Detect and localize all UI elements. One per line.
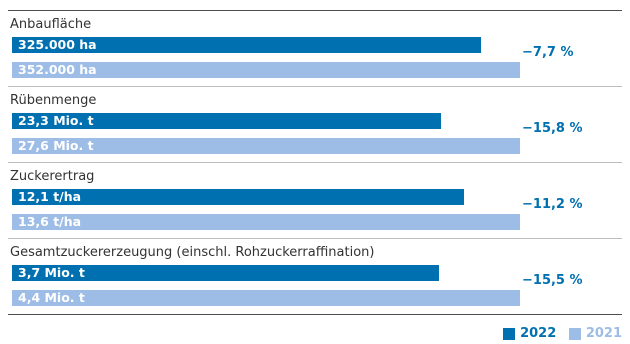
- bar-2022: 325.000 ha: [12, 37, 481, 53]
- category-label: Anbaufläche: [10, 17, 92, 32]
- change-percent-label: −7,7 %: [522, 45, 574, 60]
- bar-2021: 4,4 Mio. t: [12, 290, 520, 306]
- bar-value-label: 325.000 ha: [18, 37, 97, 52]
- chart-panel: Gesamtzuckererzeugung (einschl. Rohzucke…: [8, 239, 622, 315]
- bar-2021: 27,6 Mio. t: [12, 138, 520, 154]
- legend-swatch-2021: [568, 327, 581, 340]
- chart-legend: 2022 2021: [495, 326, 622, 344]
- legend-label-2022: 2022: [520, 326, 557, 341]
- divider-rule: [8, 162, 622, 163]
- bar-value-label: 352.000 ha: [18, 62, 97, 77]
- bar-2021: 13,6 t/ha: [12, 214, 520, 230]
- divider-rule: [8, 314, 622, 315]
- bar-value-label: 12,1 t/ha: [18, 189, 82, 204]
- legend-item-2022: 2022: [503, 326, 556, 341]
- bar-2021: 352.000 ha: [12, 62, 520, 78]
- change-percent-label: −11,2 %: [522, 197, 583, 212]
- bar-value-label: 23,3 Mio. t: [18, 113, 94, 128]
- change-percent-label: −15,8 %: [522, 121, 583, 136]
- bar-2022: 3,7 Mio. t: [12, 265, 439, 281]
- divider-rule: [8, 10, 622, 11]
- legend-swatch-2022: [503, 327, 516, 340]
- change-percent-label: −15,5 %: [522, 273, 583, 288]
- bar-value-label: 13,6 t/ha: [18, 214, 82, 229]
- divider-rule: [8, 86, 622, 87]
- category-label: Zuckerertrag: [10, 169, 95, 184]
- chart-panel: Rübenmenge 23,3 Mio. t 27,6 Mio. t −15,8 %: [8, 87, 622, 163]
- bar-2022: 12,1 t/ha: [12, 189, 464, 205]
- category-label: Gesamtzuckererzeugung (einschl. Rohzucke…: [10, 245, 375, 260]
- divider-rule: [8, 238, 622, 239]
- bar-2022: 23,3 Mio. t: [12, 113, 441, 129]
- category-label: Rübenmenge: [10, 93, 97, 108]
- legend-item-2021: 2021: [568, 326, 622, 341]
- bar-value-label: 3,7 Mio. t: [18, 265, 85, 280]
- bar-value-label: 4,4 Mio. t: [18, 290, 85, 305]
- chart-panel: Zuckerertrag 12,1 t/ha 13,6 t/ha −11,2 %: [8, 163, 622, 239]
- chart-panel: Anbaufläche 325.000 ha 352.000 ha −7,7 %: [8, 11, 622, 87]
- legend-label-2021: 2021: [585, 326, 622, 341]
- bar-value-label: 27,6 Mio. t: [18, 138, 94, 153]
